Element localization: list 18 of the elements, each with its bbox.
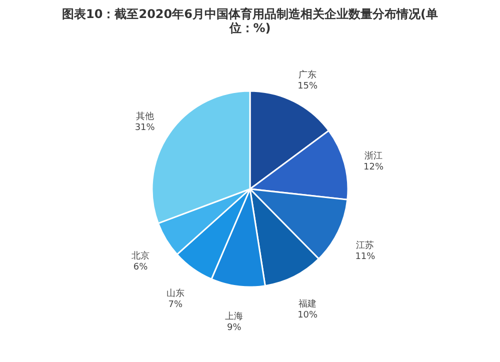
- data-label: 6%: [133, 262, 148, 272]
- data-label: 12%: [364, 162, 384, 173]
- slice-label: 其他: [136, 111, 154, 122]
- data-label: 10%: [298, 310, 318, 320]
- text: 位：%): [229, 21, 271, 35]
- data-label: 15%: [298, 82, 318, 92]
- slice-label: 上海: [225, 311, 244, 322]
- slice-label: 广东: [298, 70, 317, 81]
- slice-label: 山东: [166, 288, 184, 300]
- slice-label: 北京: [132, 250, 150, 262]
- data-label: 11%: [355, 252, 376, 262]
- text: 图表10：截至2020年6月中国体育用品制造相关企业数量分布情况(单: [62, 7, 438, 21]
- data-label: 9%: [226, 323, 242, 334]
- data-label: 31%: [134, 123, 156, 134]
- data-label: 7%: [168, 300, 183, 310]
- slice-label: 江苏: [356, 240, 374, 251]
- slice-label: 浙江: [364, 150, 383, 162]
- slice-label: 福建: [298, 298, 317, 310]
